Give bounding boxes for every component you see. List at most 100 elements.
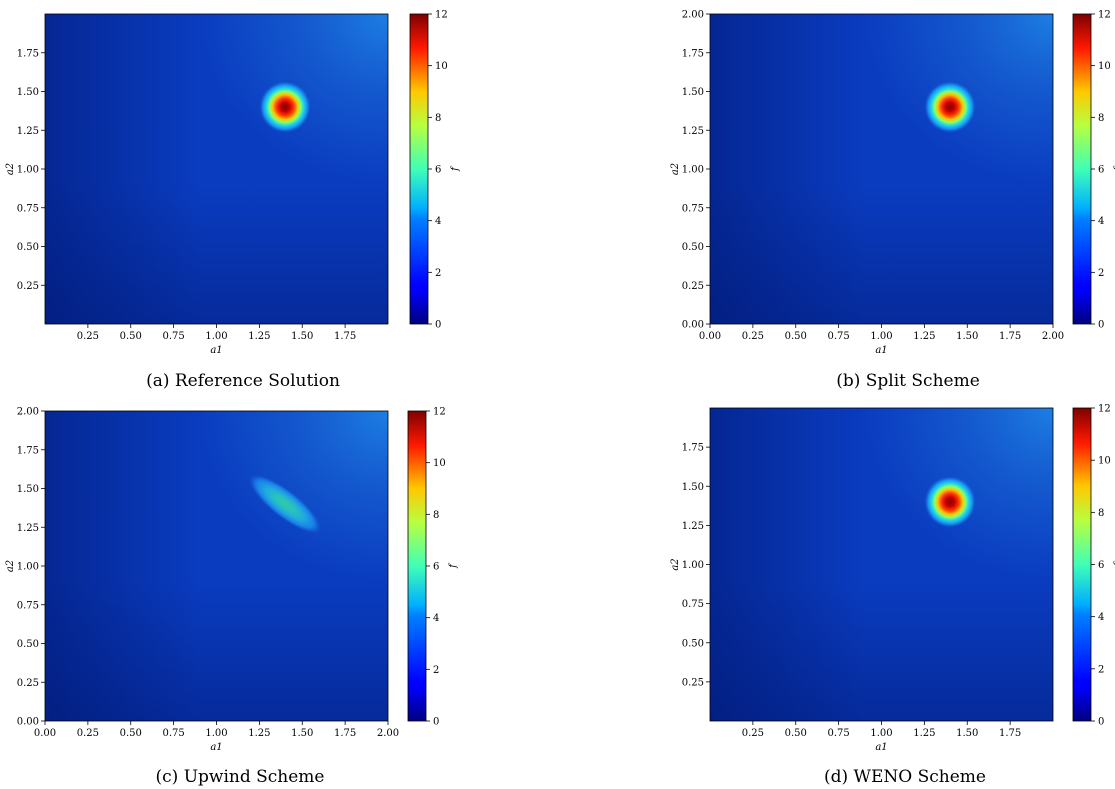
panel-caption: (b) Split Scheme: [836, 371, 980, 391]
y-tick-label: 0.25: [682, 677, 704, 688]
y-tick-label: 1.25: [17, 126, 39, 137]
colorbar-tick-label: 6: [433, 562, 439, 573]
y-tick-label: 0.75: [17, 203, 39, 214]
heatmap-glow: [45, 411, 388, 721]
colorbar-tick-label: 12: [1098, 10, 1111, 21]
colorbar-tick-label: 2: [1098, 664, 1104, 675]
colorbar-tick-label: 2: [433, 665, 439, 676]
x-tick-label: 0.75: [162, 331, 184, 342]
x-tick-label: 1.50: [956, 728, 978, 739]
x-tick-label: 0.50: [785, 331, 807, 342]
x-tick-label: 1.50: [291, 331, 313, 342]
colorbar-tick-label: 12: [1098, 404, 1111, 415]
y-tick-label: 2.00: [17, 407, 39, 418]
colorbar-tick-label: 2: [435, 268, 441, 279]
colorbar-tick-label: 8: [1098, 113, 1104, 124]
panel-2: 0.00 0.25 0.50 0.75 1.00 1.25 1.50 1.75 2.00 0.00…: [5, 407, 459, 788]
x-axis-label: a1: [210, 345, 222, 356]
peak-blob: [924, 81, 976, 133]
heatmap-field: [45, 411, 388, 721]
x-tick-label: 1.75: [334, 331, 356, 342]
x-tick-label: 1.00: [205, 728, 227, 739]
heatmap-field: [710, 14, 1053, 324]
x-tick-label: 0.25: [77, 728, 99, 739]
colorbar-tick-label: 10: [1098, 456, 1111, 467]
colorbar: [409, 13, 429, 325]
colorbar: [1072, 407, 1092, 722]
y-tick-label: 1.00: [17, 165, 39, 176]
colorbar-tick-label: 0: [435, 320, 441, 331]
panel-0: 0.25 0.50 0.75 1.00 1.25 1.50 1.75 0.25 0.50 0.75…: [5, 10, 461, 392]
x-tick-label: 0.75: [827, 331, 849, 342]
x-tick-label: 1.00: [870, 728, 892, 739]
x-tick-label: 1.25: [913, 331, 935, 342]
x-tick-label: 1.75: [334, 728, 356, 739]
y-tick-label: 1.50: [682, 482, 704, 493]
x-tick-label: 2.00: [377, 728, 399, 739]
colorbar-tick-label: 8: [1098, 508, 1104, 519]
x-tick-label: 1.75: [999, 728, 1021, 739]
y-axis-label: a2: [5, 163, 16, 175]
colorbar: [1072, 13, 1092, 325]
x-tick-label: 2.00: [1042, 331, 1064, 342]
colorbar-tick-label: 6: [1098, 560, 1104, 571]
peak-blob: [259, 81, 311, 133]
x-tick-label: 1.25: [913, 728, 935, 739]
x-tick-label: 1.50: [956, 331, 978, 342]
x-tick-label: 1.25: [248, 331, 270, 342]
y-axis-label: a2: [670, 558, 681, 570]
y-tick-label: 0.75: [682, 203, 704, 214]
x-tick-label: 1.75: [999, 331, 1021, 342]
colorbar-tick-label: 0: [1098, 717, 1104, 728]
colorbar-tick-label: 8: [435, 113, 441, 124]
panel-1: 0.00 0.25 0.50 0.75 1.00 1.25 1.50 1.75 2.00 0.00…: [670, 10, 1115, 392]
heatmap-glow: [710, 408, 1053, 721]
x-axis-label: a1: [210, 742, 222, 753]
x-tick-label: 1.50: [291, 728, 313, 739]
panel-caption: (a) Reference Solution: [146, 371, 340, 391]
y-tick-label: 0.00: [17, 717, 39, 728]
peak-blob: [924, 476, 976, 528]
y-tick-label: 0.25: [17, 678, 39, 689]
x-tick-label: 0.00: [699, 331, 721, 342]
y-tick-label: 1.25: [682, 521, 704, 532]
x-tick-label: 1.00: [870, 331, 892, 342]
x-axis-label: a1: [875, 742, 887, 753]
x-tick-label: 0.50: [785, 728, 807, 739]
y-tick-label: 2.00: [682, 10, 704, 21]
y-tick-label: 0.25: [682, 281, 704, 292]
y-tick-label: 0.25: [17, 281, 39, 292]
x-tick-label: 0.00: [34, 728, 56, 739]
y-tick-label: 0.00: [682, 320, 704, 331]
colorbar-tick-label: 0: [433, 717, 439, 728]
colorbar-tick-label: 10: [435, 61, 448, 72]
colorbar-tick-label: 2: [1098, 268, 1104, 279]
y-axis-label: a2: [670, 163, 681, 175]
colorbar-tick-label: 12: [433, 407, 446, 418]
y-tick-label: 0.50: [17, 242, 39, 253]
heatmap-glow: [45, 14, 388, 324]
colorbar-tick-label: 8: [433, 510, 439, 521]
colorbar-tick-label: 6: [435, 165, 441, 176]
x-tick-label: 1.00: [205, 331, 227, 342]
y-tick-label: 1.50: [17, 87, 39, 98]
x-tick-label: 0.50: [120, 728, 142, 739]
colorbar-tick-label: 6: [1098, 165, 1104, 176]
colorbar-tick-label: 10: [1098, 61, 1111, 72]
heatmap-glow: [710, 14, 1053, 324]
x-tick-label: 0.75: [827, 728, 849, 739]
y-tick-label: 0.75: [17, 600, 39, 611]
panel-caption: (d) WENO Scheme: [824, 767, 986, 787]
colorbar-label: f: [448, 562, 459, 569]
colorbar-tick-label: 10: [433, 458, 446, 469]
colorbar-tick-label: 4: [1098, 612, 1104, 623]
y-tick-label: 1.00: [17, 562, 39, 573]
x-tick-label: 0.25: [742, 331, 764, 342]
colorbar-label: f: [1113, 560, 1115, 567]
peak-blob: [248, 474, 322, 534]
y-axis-label: a2: [5, 560, 16, 572]
x-axis-label: a1: [875, 345, 887, 356]
x-tick-label: 1.25: [248, 728, 270, 739]
y-tick-label: 1.00: [682, 560, 704, 571]
